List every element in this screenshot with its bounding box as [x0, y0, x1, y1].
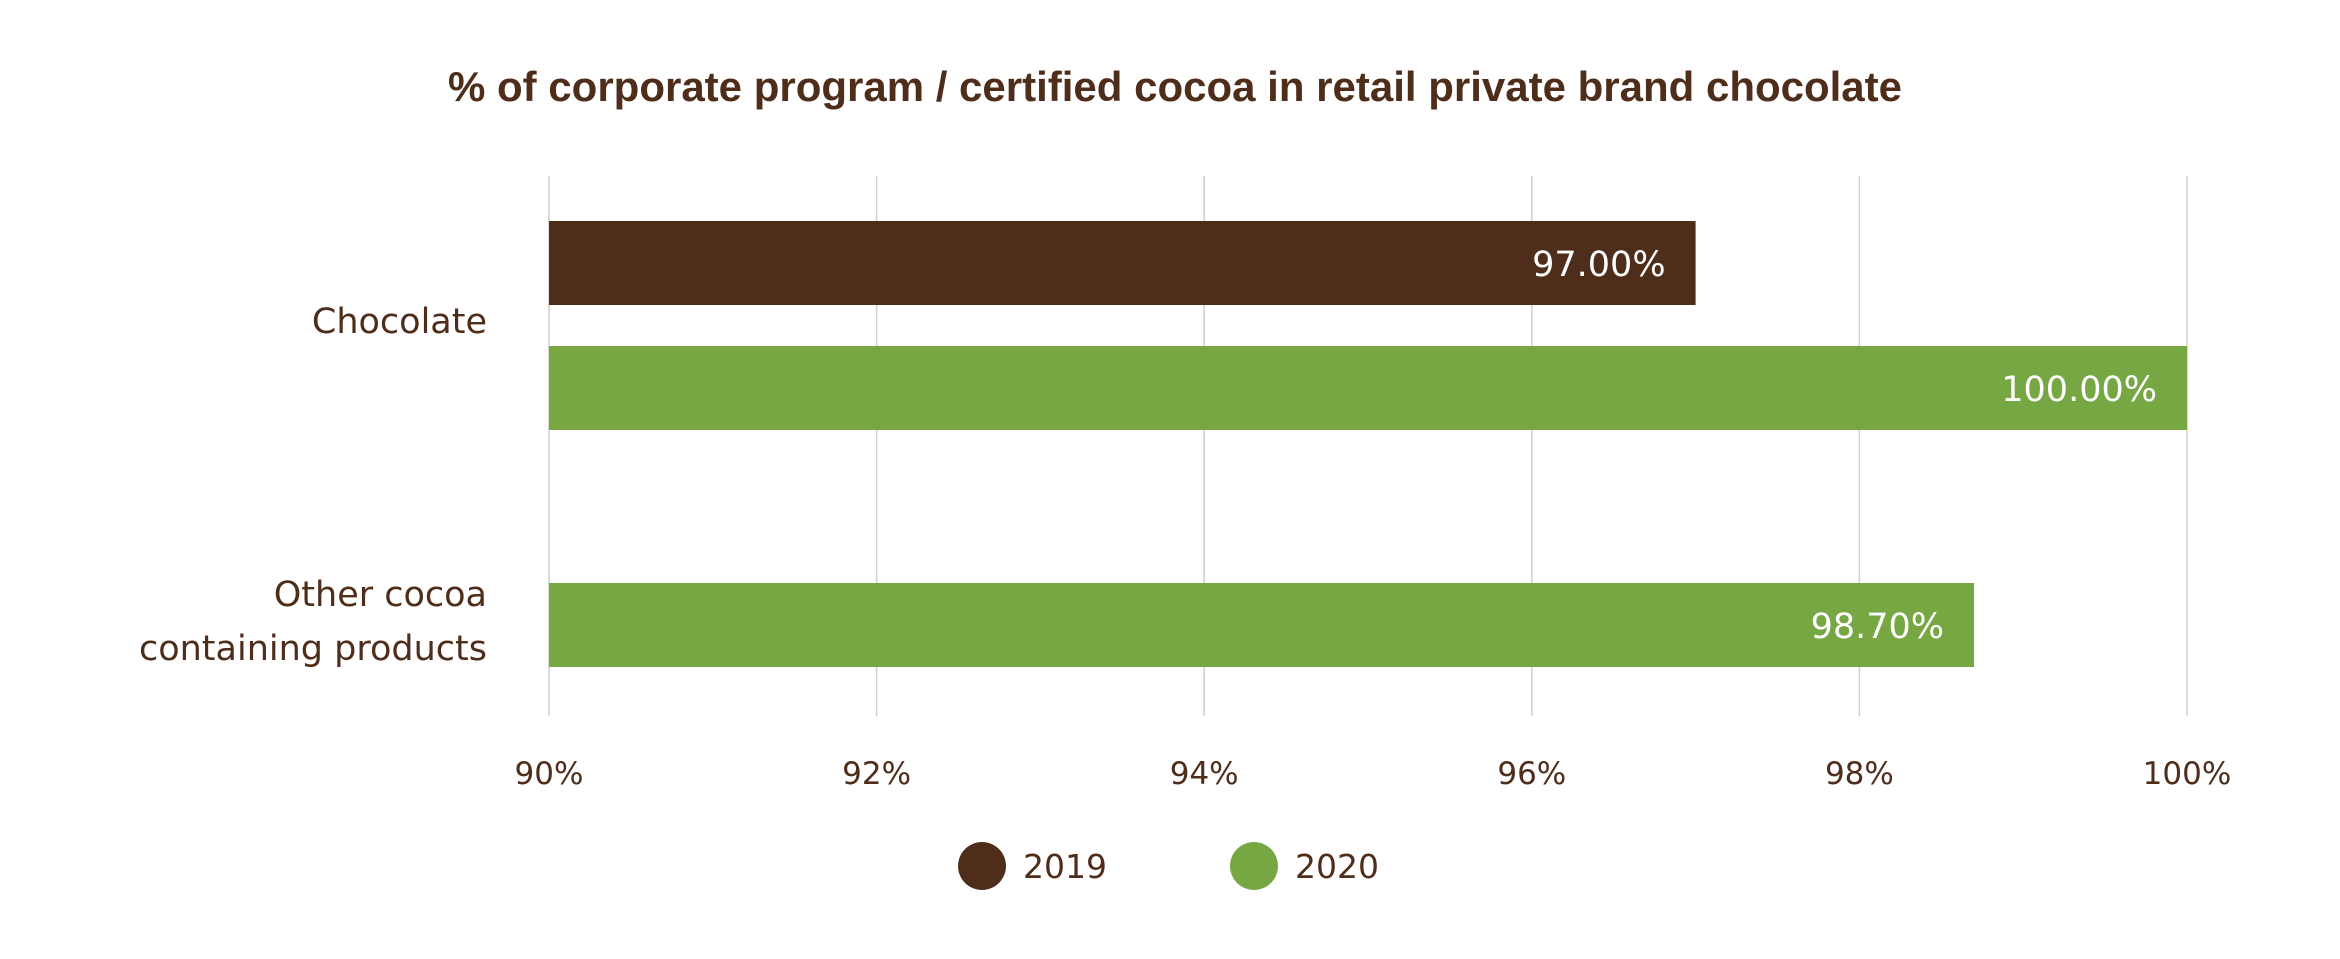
chart-title: % of corporate program / certified cocoa…: [448, 63, 1902, 110]
category-label: containing products: [139, 629, 487, 669]
bar-2020: [549, 346, 2187, 430]
legend-label: 2019: [1023, 847, 1107, 886]
bars: 97.00% 100.00% 98.70%: [549, 221, 2187, 667]
bar-2019: [549, 221, 1696, 305]
data-label: 100.00%: [2001, 370, 2157, 410]
data-label: 98.70%: [1811, 607, 1944, 647]
category-label: Chocolate: [312, 302, 487, 342]
x-tick-label: 98%: [1825, 756, 1894, 792]
bar-2020: [549, 583, 1975, 667]
x-tick-label: 100%: [2143, 756, 2232, 792]
x-axis-ticks: 90% 92% 94% 96% 98% 100%: [515, 756, 2232, 792]
x-tick-label: 96%: [1497, 756, 1566, 792]
category-label: Other cocoa: [274, 575, 487, 615]
x-tick-label: 94%: [1170, 756, 1239, 792]
x-tick-label: 92%: [842, 756, 911, 792]
category-labels: Chocolate Other cocoa containing products: [139, 302, 487, 669]
legend: 2019 2020: [958, 842, 1379, 890]
x-tick-label: 90%: [515, 756, 584, 792]
legend-label: 2020: [1295, 847, 1379, 886]
legend-swatch: [1230, 842, 1278, 890]
data-label: 97.00%: [1532, 245, 1665, 285]
legend-swatch: [958, 842, 1006, 890]
